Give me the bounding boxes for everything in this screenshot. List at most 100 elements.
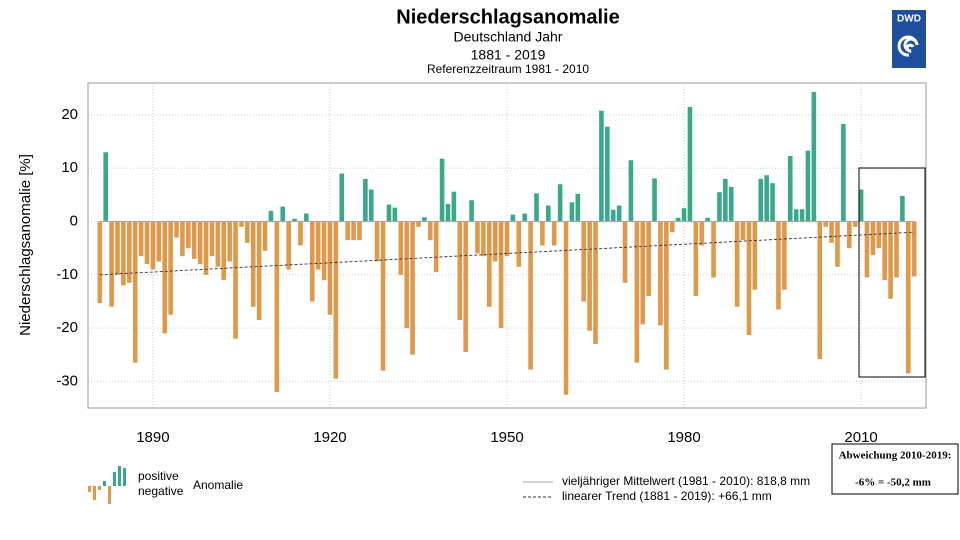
bar xyxy=(327,221,333,315)
y-tick-label: -20 xyxy=(56,319,78,336)
bar xyxy=(540,221,545,246)
bar xyxy=(422,217,427,222)
legend-title: Anomalie xyxy=(193,478,243,492)
bar xyxy=(492,221,498,262)
bar xyxy=(782,221,787,290)
bar xyxy=(209,221,215,257)
bar xyxy=(534,193,539,222)
bar xyxy=(705,217,710,222)
bar xyxy=(858,189,864,222)
y-tick-label: 0 xyxy=(70,212,78,229)
bar xyxy=(398,221,404,275)
bar xyxy=(876,221,882,249)
bar xyxy=(870,221,876,256)
y-tick-label: 10 xyxy=(61,159,78,176)
legend-label: positive xyxy=(138,469,179,483)
annotation: -6% = -50,2 mm xyxy=(855,477,931,489)
legend-label: linearer Trend (1881 - 2019): +66,1 mm xyxy=(562,489,772,503)
bar xyxy=(528,221,533,370)
line xyxy=(99,231,915,276)
bar xyxy=(433,221,439,273)
bar xyxy=(404,221,409,329)
bar xyxy=(616,205,622,222)
logo-text: DWD xyxy=(897,14,921,25)
bar xyxy=(581,221,587,302)
bar xyxy=(852,221,858,227)
bar xyxy=(410,221,415,355)
bar xyxy=(103,152,109,222)
logo: DWD xyxy=(892,10,926,68)
bar xyxy=(646,221,651,297)
bar xyxy=(292,218,297,222)
period: 1881 - 2019 xyxy=(471,47,546,63)
bar xyxy=(911,221,917,277)
bar xyxy=(681,208,687,222)
legend-label: vieljähriger Mittelwert (1981 - 2010): 8… xyxy=(562,474,810,488)
bar xyxy=(522,213,528,222)
bar xyxy=(894,221,899,278)
y-tick-label: -10 xyxy=(56,266,78,283)
bar xyxy=(776,221,781,310)
bar xyxy=(622,221,628,283)
bar xyxy=(846,221,852,249)
legend-swatch xyxy=(118,466,121,486)
bar xyxy=(221,221,227,281)
bar xyxy=(427,221,433,241)
bar xyxy=(593,221,598,345)
bar xyxy=(150,221,156,270)
bar xyxy=(250,221,256,307)
legend-swatch xyxy=(88,486,91,492)
bar xyxy=(575,193,581,222)
bar xyxy=(900,195,905,222)
bar xyxy=(740,221,746,241)
bar xyxy=(563,221,569,395)
logo-swirl xyxy=(897,35,919,57)
bar xyxy=(127,221,132,283)
bar xyxy=(268,210,274,222)
bar xyxy=(652,178,657,222)
bar xyxy=(315,221,321,270)
bar xyxy=(882,221,887,281)
bar xyxy=(817,221,823,359)
bar xyxy=(610,209,616,222)
bar xyxy=(109,221,114,307)
legend-icon xyxy=(88,466,126,504)
bar xyxy=(138,221,144,257)
bar xyxy=(717,192,722,222)
bar xyxy=(304,213,309,222)
bar xyxy=(162,221,168,334)
bar xyxy=(699,221,705,246)
bar xyxy=(504,221,510,257)
chart-title: Niederschlagsanomalie xyxy=(396,6,619,28)
annotation: Abweichung 2010-2019: xyxy=(839,450,952,462)
bar xyxy=(770,183,775,222)
bar xyxy=(368,189,374,222)
bar xyxy=(841,124,846,222)
bar xyxy=(256,221,262,321)
bar xyxy=(380,221,386,371)
x-tick-label: 1920 xyxy=(313,429,346,446)
x-tick-label: 1890 xyxy=(136,429,169,446)
bar xyxy=(764,175,769,222)
bar xyxy=(758,178,764,222)
bar xyxy=(640,221,646,325)
bar xyxy=(811,92,817,222)
bar xyxy=(392,207,398,222)
bar xyxy=(215,221,221,267)
legend-swatch xyxy=(113,472,116,486)
bar xyxy=(546,205,551,222)
bar xyxy=(463,221,468,353)
bar xyxy=(144,221,150,265)
bar xyxy=(439,158,445,222)
bar xyxy=(309,221,315,302)
annotation-box xyxy=(831,443,959,495)
bar xyxy=(374,221,380,262)
bar xyxy=(823,221,828,227)
bar xyxy=(351,221,356,241)
bar xyxy=(835,221,840,267)
bar xyxy=(445,203,451,222)
bar xyxy=(156,221,162,262)
bar xyxy=(888,221,893,299)
x-tick-label: 2010 xyxy=(844,429,877,446)
legend-swatch xyxy=(93,486,96,500)
